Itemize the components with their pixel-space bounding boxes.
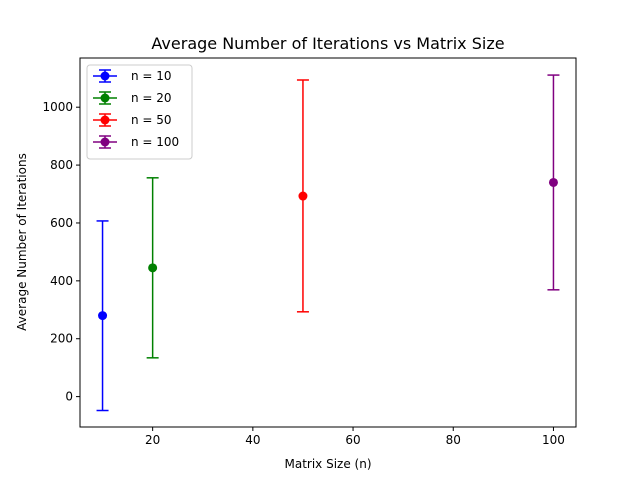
y-tick-label: 400 — [50, 274, 73, 288]
x-tick-label: 40 — [245, 433, 260, 447]
axes-frame — [79, 57, 577, 428]
legend-marker — [100, 115, 110, 125]
data-point — [98, 311, 108, 321]
legend-marker — [100, 93, 110, 103]
y-tick-label: 1000 — [42, 100, 73, 114]
y-tick-label: 200 — [50, 332, 73, 346]
legend-entry: n = 10 — [93, 69, 172, 83]
data-point — [548, 177, 558, 187]
data-point — [148, 263, 158, 273]
x-tick-label: 80 — [446, 433, 461, 447]
y-tick-label: 600 — [50, 216, 73, 230]
series-n-10 — [96, 220, 109, 412]
series-n-50 — [296, 79, 309, 313]
legend-box — [86, 64, 193, 160]
legend-label: n = 20 — [131, 91, 172, 105]
x-axis-label: Matrix Size (n) — [284, 457, 371, 471]
x-tick-label: 20 — [145, 433, 160, 447]
legend: n = 10 n = 20 n = 50 n = 100 — [86, 64, 193, 160]
legend-label: n = 50 — [131, 113, 172, 127]
legend-label: n = 100 — [131, 135, 179, 149]
legend-entry: n = 20 — [93, 91, 172, 105]
series-n-100 — [547, 74, 560, 291]
plot-area — [96, 74, 560, 412]
y-tick-label: 800 — [50, 158, 73, 172]
y-tick-label: 0 — [65, 390, 73, 404]
legend-marker — [100, 71, 110, 81]
legend-entry: n = 100 — [93, 135, 179, 149]
legend-marker — [100, 137, 110, 147]
series-n-20 — [146, 177, 159, 359]
chart-title: Average Number of Iterations vs Matrix S… — [151, 34, 504, 53]
x-tick-label: 60 — [345, 433, 360, 447]
legend-label: n = 10 — [131, 69, 172, 83]
x-tick-label: 100 — [542, 433, 565, 447]
y-axis-label: Average Number of Iterations — [15, 153, 29, 331]
legend-entry: n = 50 — [93, 113, 172, 127]
y-axis-ticks: 0 200 400 600 800 1000 — [42, 100, 80, 404]
data-point — [298, 191, 308, 201]
x-axis-ticks: 20 40 60 80 100 — [145, 427, 565, 447]
